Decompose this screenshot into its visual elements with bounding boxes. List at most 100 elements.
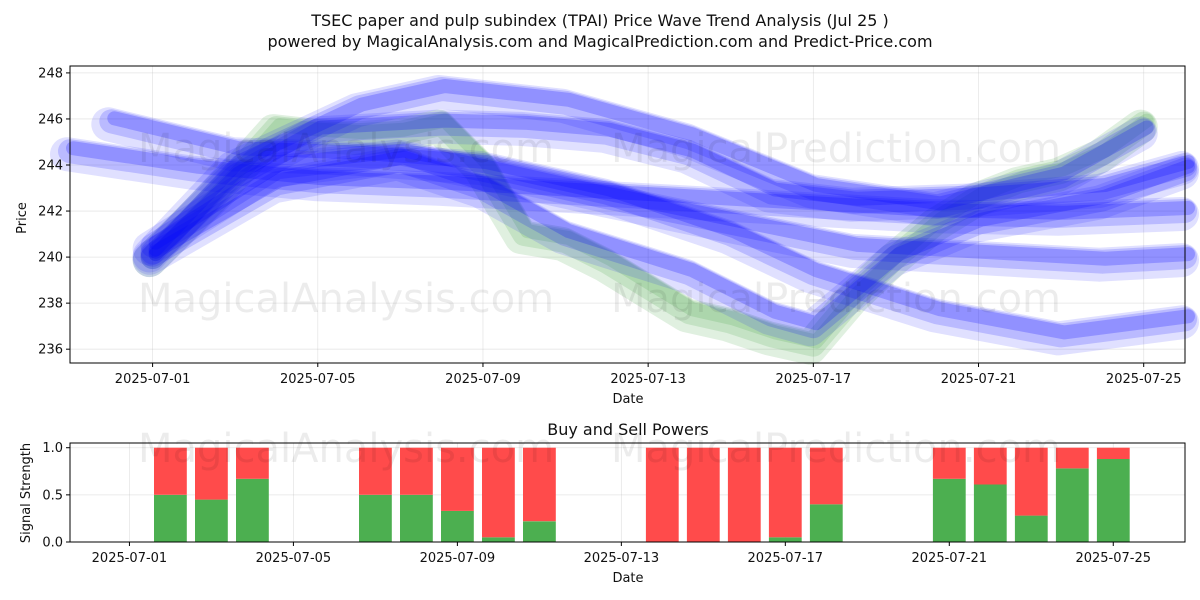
price-x-ticks: 2025-07-01 2025-07-05 2025-07-09 2025-07-13… xyxy=(115,363,1182,387)
price-wave-band-6 xyxy=(132,75,1158,273)
buy-power-bar xyxy=(809,504,843,542)
sell-power-bar xyxy=(359,447,392,495)
buy-power-bar xyxy=(1055,468,1089,542)
sell-power-bar xyxy=(523,447,556,522)
price-wave-band-3 xyxy=(132,109,1199,278)
signal-y-tick-label: 1.0 xyxy=(42,441,63,456)
sell-power-bar xyxy=(236,447,269,479)
price-y-tick-label: 244 xyxy=(38,159,63,174)
signal-x-tick-label: 2025-07-21 xyxy=(912,551,988,566)
price-x-tick-label: 2025-07-05 xyxy=(280,372,356,387)
watermark-lower-right: MagicalPrediction.com xyxy=(611,426,1061,472)
price-wave-band-1 xyxy=(66,141,1195,220)
signal-x-tick-label: 2025-07-05 xyxy=(256,551,332,566)
sell-power-bar xyxy=(1055,447,1089,469)
price-wave-band-0 xyxy=(140,111,1156,357)
price-y-tick-label: 248 xyxy=(38,66,63,81)
buy-power-bar xyxy=(482,537,515,542)
price-y-tick-label: 246 xyxy=(38,112,63,127)
price-wave-band-1 xyxy=(58,139,1197,228)
watermark-upper-right: MagicalPrediction.com xyxy=(611,126,1061,172)
buy-power-bar xyxy=(236,478,269,542)
price-x-tick-label: 2025-07-17 xyxy=(776,372,852,387)
buy-power-bar xyxy=(441,510,474,542)
chart-title-line2: powered by MagicalAnalysis.com and Magic… xyxy=(267,32,932,51)
price-wave-band-4 xyxy=(140,148,1197,339)
buy-power-bar xyxy=(359,494,392,542)
price-y-tick-label: 240 xyxy=(38,251,63,266)
sell-power-bar xyxy=(154,447,187,495)
price-x-tick-label: 2025-07-09 xyxy=(445,372,521,387)
price-wave-band-6 xyxy=(140,77,1156,265)
price-wave-band-2 xyxy=(107,111,1195,340)
price-wave-band-3 xyxy=(140,111,1197,270)
signal-y-ticks: 0.0 0.5 1.0 xyxy=(42,441,70,551)
signal-panel: Buy and Sell Powers MagicalAnalysis.com … xyxy=(19,420,1186,586)
price-x-axis-label: Date xyxy=(612,392,643,407)
price-watermarks: MagicalAnalysis.com MagicalPrediction.co… xyxy=(138,126,1061,322)
buy-power-bar xyxy=(154,494,187,542)
signal-bars xyxy=(154,447,1130,542)
price-y-axis-label: Price xyxy=(15,202,30,234)
signal-x-tick-label: 2025-07-13 xyxy=(584,551,660,566)
price-wave-band-4 xyxy=(148,150,1195,331)
price-x-tick-label: 2025-07-21 xyxy=(941,372,1017,387)
price-wave-bands xyxy=(50,75,1199,365)
price-grid xyxy=(70,66,1185,363)
sell-power-bar xyxy=(441,447,474,511)
watermark-lower-left: MagicalAnalysis.com xyxy=(138,426,554,472)
buy-power-bar xyxy=(1014,515,1048,542)
price-y-tick-label: 238 xyxy=(38,297,63,312)
signal-x-axis-label: Date xyxy=(612,571,643,586)
price-wave-band-0 xyxy=(148,113,1154,349)
price-wave-band-2 xyxy=(91,107,1199,356)
signal-y-tick-label: 0.5 xyxy=(42,488,63,503)
signal-y-axis-label: Signal Strength xyxy=(19,443,34,543)
sell-power-bar xyxy=(1014,447,1048,516)
buy-power-bar xyxy=(1096,459,1130,542)
sell-power-bar xyxy=(809,447,843,505)
price-wave-band-1 xyxy=(50,137,1199,236)
signal-panel-title: Buy and Sell Powers xyxy=(547,420,709,439)
buy-power-bar xyxy=(932,478,966,542)
signal-plot-frame xyxy=(69,442,1186,543)
price-wave-band-0 xyxy=(132,109,1158,365)
sell-power-bar xyxy=(768,447,802,538)
buy-power-bar xyxy=(768,537,802,542)
price-y-ticks: 236 238 240 242 244 246 248 xyxy=(38,66,70,358)
signal-x-tick-label: 2025-07-09 xyxy=(420,551,496,566)
price-wave-band-4 xyxy=(132,146,1199,347)
price-panel: MagicalAnalysis.com MagicalPrediction.co… xyxy=(15,65,1199,407)
price-wave-band-3 xyxy=(148,113,1195,262)
price-x-tick-label: 2025-07-01 xyxy=(115,372,191,387)
price-wave-band-5 xyxy=(148,143,1195,266)
price-wave-band-5 xyxy=(140,141,1197,274)
price-plot-frame xyxy=(69,65,1186,364)
buy-power-bar xyxy=(195,499,228,542)
sell-power-bar xyxy=(400,447,433,495)
buy-power-bar xyxy=(523,521,556,542)
signal-watermarks: MagicalAnalysis.com MagicalPrediction.co… xyxy=(138,426,1061,472)
watermark-middle-left: MagicalAnalysis.com xyxy=(138,276,554,322)
watermark-upper-left: MagicalAnalysis.com xyxy=(138,126,554,172)
sell-power-bar xyxy=(932,447,966,479)
sell-power-bar xyxy=(482,447,515,538)
watermark-middle-right: MagicalPrediction.com xyxy=(611,276,1061,322)
buy-power-bar xyxy=(400,494,433,542)
signal-x-tick-label: 2025-07-01 xyxy=(92,551,168,566)
sell-power-bar xyxy=(727,447,761,542)
signal-x-tick-label: 2025-07-17 xyxy=(748,551,824,566)
price-x-tick-label: 2025-07-25 xyxy=(1106,372,1182,387)
chart-title-line1: TSEC paper and pulp subindex (TPAI) Pric… xyxy=(310,11,889,30)
signal-x-ticks: 2025-07-01 2025-07-05 2025-07-09 2025-07-13… xyxy=(92,542,1151,566)
signal-y-tick-label: 0.0 xyxy=(42,536,63,551)
sell-power-bar xyxy=(645,447,679,542)
signal-x-tick-label: 2025-07-25 xyxy=(1075,551,1151,566)
price-y-tick-label: 236 xyxy=(38,343,63,358)
sell-power-bar xyxy=(1096,447,1130,459)
sell-power-bar xyxy=(686,447,720,542)
price-wave-band-2 xyxy=(99,109,1197,348)
sell-power-bar xyxy=(195,447,228,500)
price-y-tick-label: 242 xyxy=(38,205,63,220)
